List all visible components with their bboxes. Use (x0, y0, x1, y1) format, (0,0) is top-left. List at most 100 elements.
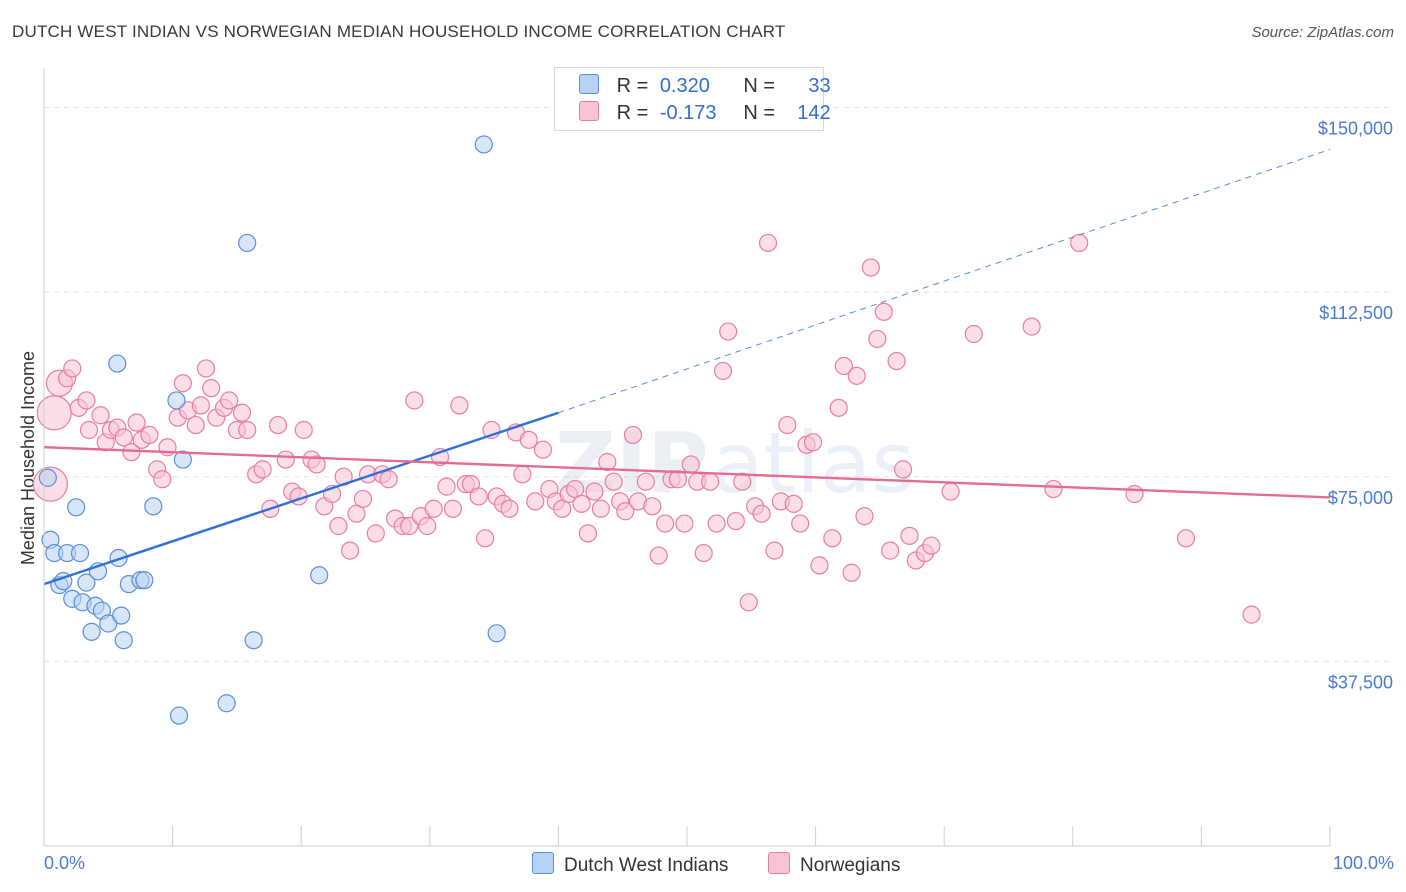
data-point (694, 543, 713, 563)
data-point (294, 420, 313, 440)
regression-extension-dutch-west-indians (558, 148, 1331, 414)
data-point (861, 258, 880, 277)
legend-r-value: 0.320 (659, 75, 710, 97)
data-point (675, 514, 694, 533)
data-point (643, 497, 662, 516)
data-point (964, 324, 983, 344)
data-point (238, 420, 257, 440)
chart-title: DUTCH WEST INDIAN VS NORWEGIAN MEDIAN HO… (12, 22, 786, 41)
y-tick-label: $150,000 (1318, 119, 1393, 139)
data-point (649, 546, 668, 565)
data-point (526, 492, 545, 511)
data-point (38, 468, 57, 487)
data-point (276, 450, 295, 469)
data-point (513, 465, 532, 484)
data-point (167, 391, 186, 410)
data-point (67, 498, 86, 517)
data-point (114, 428, 133, 447)
data-point (79, 420, 99, 440)
data-point (268, 415, 288, 435)
norwegians-points (32, 233, 1261, 624)
legend-n-value: 33 (808, 75, 831, 97)
data-point (400, 516, 419, 536)
data-point (220, 391, 239, 410)
legend-swatch-pink (579, 101, 599, 121)
data-point (153, 470, 172, 489)
data-point (701, 472, 720, 491)
grid-lines (44, 107, 1394, 662)
data-point (450, 396, 469, 415)
data-point (784, 494, 803, 513)
data-point (173, 450, 192, 469)
data-point (829, 398, 848, 417)
data-point (834, 356, 853, 376)
data-point (868, 329, 887, 349)
data-point (604, 472, 623, 491)
data-point (173, 374, 192, 393)
data-point (443, 499, 463, 518)
data-point (437, 477, 456, 496)
data-point (379, 470, 398, 489)
data-point (519, 430, 538, 449)
data-point (186, 415, 205, 435)
data-point (424, 499, 443, 518)
data-point (681, 455, 700, 474)
data-point (598, 452, 617, 472)
data-point (847, 366, 866, 385)
legend-n-value: 142 (797, 102, 831, 124)
data-point (475, 529, 495, 548)
data-point (791, 514, 810, 533)
data-point (307, 455, 326, 474)
data-point (36, 395, 72, 431)
data-point (572, 494, 591, 513)
data-point (887, 351, 906, 371)
data-point (623, 425, 643, 445)
legend-row-norwegians: R = -0.173 N = 142 (579, 101, 831, 127)
legend-n-label: N = (743, 75, 776, 97)
data-point (112, 606, 131, 625)
data-point (108, 354, 127, 373)
data-point (636, 472, 655, 491)
stats-legend: R = 0.320 N = 33 R = -0.173 N = 142 (554, 67, 831, 131)
data-point (585, 482, 604, 501)
data-point (63, 359, 82, 378)
svg-text:atlas: atlas (712, 414, 915, 512)
data-point (418, 516, 437, 536)
data-point (1176, 529, 1196, 548)
legend-swatch-blue (579, 74, 599, 94)
data-point (329, 516, 348, 536)
data-point (135, 571, 154, 590)
data-point (842, 563, 861, 582)
data-point (1125, 484, 1144, 504)
data-point (900, 526, 919, 545)
data-point (733, 472, 752, 491)
y-axis-label: Median Household Income (18, 351, 38, 565)
data-point (1022, 317, 1041, 336)
data-point (82, 622, 101, 641)
data-point (803, 433, 823, 452)
data-point (140, 425, 159, 445)
y-tick-label: $75,000 (1328, 488, 1393, 508)
data-point (244, 631, 263, 650)
data-point (310, 566, 329, 585)
data-point (196, 359, 216, 378)
data-point (941, 482, 960, 501)
data-point (922, 536, 941, 555)
data-point (474, 135, 493, 154)
data-point (144, 497, 163, 516)
regression-line-norwegians (43, 446, 1331, 499)
data-point (752, 504, 771, 523)
data-point (881, 541, 900, 560)
data-point (487, 624, 506, 643)
x-tick-label-max: 100.0% (1333, 853, 1394, 873)
data-point (77, 391, 96, 410)
source-label: Source: ZipAtlas.com (1251, 24, 1394, 41)
data-point (823, 529, 842, 548)
data-point (127, 413, 146, 432)
data-point (533, 440, 553, 459)
data-point (202, 379, 221, 398)
data-point (366, 524, 385, 543)
regression-lines (43, 148, 1331, 586)
series-legend-norwegians: Norwegians (768, 852, 900, 877)
